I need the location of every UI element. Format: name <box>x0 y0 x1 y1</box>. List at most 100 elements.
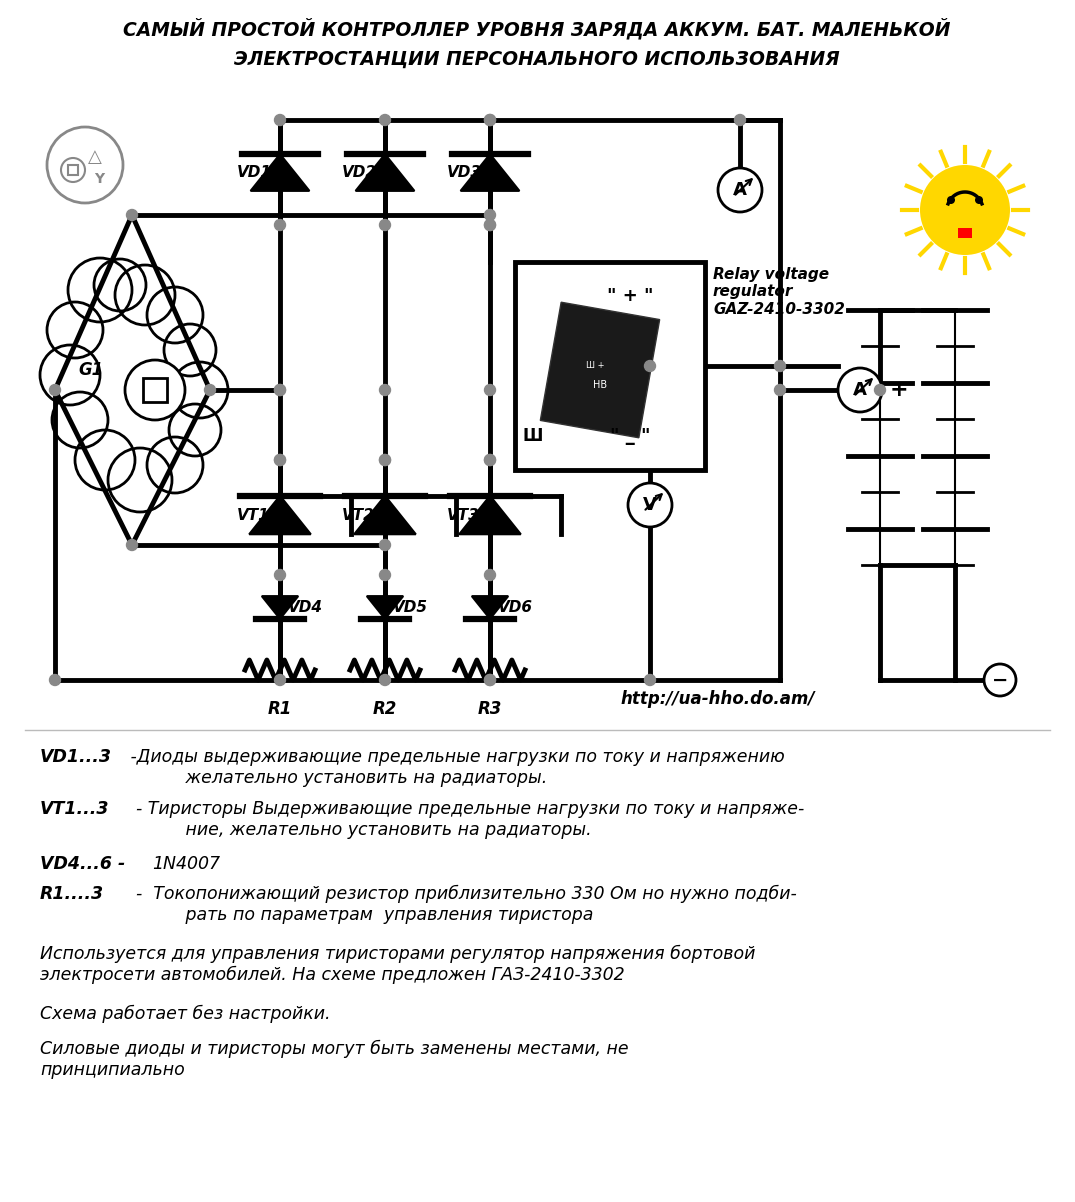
Text: Ш: Ш <box>524 427 543 445</box>
Circle shape <box>379 454 390 465</box>
Circle shape <box>274 454 286 465</box>
Text: Используется для управления тиристорами регулятор напряжения бортовой
электросет: Используется для управления тиристорами … <box>40 945 756 984</box>
Text: VD2: VD2 <box>342 165 377 180</box>
Text: -  Токопонижающий резистор приблизительно 330 Ом но нужно подби-
           рать: - Токопонижающий резистор приблизительно… <box>125 885 797 924</box>
Circle shape <box>379 385 390 395</box>
Circle shape <box>47 302 103 358</box>
Text: VD1: VD1 <box>236 165 272 180</box>
Circle shape <box>274 385 286 395</box>
Text: - Тиристоры Выдерживающие предельные нагрузки по току и напряже-
           ние,: - Тиристоры Выдерживающие предельные наг… <box>125 801 804 839</box>
Circle shape <box>68 258 132 322</box>
Text: VD1...3: VD1...3 <box>40 748 112 766</box>
Text: VT1...3: VT1...3 <box>40 801 110 819</box>
Circle shape <box>774 361 786 371</box>
Circle shape <box>147 287 203 343</box>
Circle shape <box>984 664 1016 696</box>
Circle shape <box>485 454 496 465</box>
Circle shape <box>838 368 881 412</box>
Text: НВ: НВ <box>593 380 607 389</box>
Text: 1N4007: 1N4007 <box>152 855 220 873</box>
Circle shape <box>204 385 215 395</box>
Circle shape <box>874 385 886 395</box>
Text: VD4...6 -: VD4...6 - <box>40 855 131 873</box>
Bar <box>68 165 78 175</box>
Circle shape <box>274 114 286 125</box>
Circle shape <box>172 362 228 418</box>
Circle shape <box>94 258 146 311</box>
Circle shape <box>52 392 108 448</box>
Circle shape <box>274 454 286 465</box>
Circle shape <box>718 168 762 212</box>
Text: Relay voltage
regulator
GAZ-2410-3302: Relay voltage regulator GAZ-2410-3302 <box>713 267 845 317</box>
Circle shape <box>975 196 983 204</box>
Circle shape <box>125 361 185 419</box>
Polygon shape <box>356 154 414 191</box>
Text: VD4: VD4 <box>288 600 322 615</box>
Circle shape <box>734 114 745 125</box>
Circle shape <box>274 385 286 395</box>
Circle shape <box>164 325 216 376</box>
Text: VD6: VD6 <box>498 600 533 615</box>
Circle shape <box>379 220 390 231</box>
Circle shape <box>485 674 496 685</box>
Text: Y: Y <box>94 172 104 186</box>
Text: VT3: VT3 <box>447 507 481 523</box>
Circle shape <box>485 674 496 685</box>
Polygon shape <box>250 154 310 191</box>
Text: Силовые диоды и тиристоры могут быть заменены местами, не
принципиально: Силовые диоды и тиристоры могут быть зам… <box>40 1040 629 1079</box>
Text: A: A <box>854 381 866 399</box>
Circle shape <box>947 196 955 204</box>
Text: R1....3: R1....3 <box>40 885 104 903</box>
Circle shape <box>49 385 60 395</box>
Polygon shape <box>460 154 519 191</box>
Text: A: A <box>733 182 747 200</box>
Circle shape <box>485 209 496 220</box>
Circle shape <box>628 483 672 526</box>
Text: " _ ": " _ " <box>610 427 650 445</box>
Circle shape <box>274 674 286 685</box>
Polygon shape <box>459 495 520 534</box>
Polygon shape <box>262 596 298 619</box>
Polygon shape <box>472 596 508 619</box>
Circle shape <box>485 114 496 125</box>
Circle shape <box>379 454 390 465</box>
Text: VT1: VT1 <box>238 507 270 523</box>
Circle shape <box>485 114 496 125</box>
Text: VD5: VD5 <box>393 600 428 615</box>
Circle shape <box>47 127 123 203</box>
Polygon shape <box>367 596 403 619</box>
Circle shape <box>645 361 656 371</box>
Text: G1: G1 <box>78 361 103 379</box>
Circle shape <box>127 209 138 220</box>
Polygon shape <box>249 495 311 534</box>
Text: Ш +: Ш + <box>586 361 604 369</box>
Circle shape <box>169 404 221 456</box>
Circle shape <box>379 674 390 685</box>
Circle shape <box>920 165 1010 255</box>
Circle shape <box>75 430 135 490</box>
Text: http://ua-hho.do.am/: http://ua-hho.do.am/ <box>620 690 815 708</box>
Circle shape <box>379 114 390 125</box>
Circle shape <box>127 540 138 551</box>
Bar <box>143 377 167 401</box>
Text: R2: R2 <box>373 700 397 718</box>
Text: VD3: VD3 <box>447 165 482 180</box>
Circle shape <box>379 570 390 581</box>
Circle shape <box>485 220 496 231</box>
Bar <box>958 228 972 238</box>
Bar <box>541 302 660 438</box>
Circle shape <box>49 674 60 685</box>
Text: VT2: VT2 <box>342 507 375 523</box>
Circle shape <box>645 674 656 685</box>
Polygon shape <box>354 495 416 534</box>
Circle shape <box>274 220 286 231</box>
Text: ЭЛЕКТРОСТАНЦИИ ПЕРСОНАЛЬНОГО ИСПОЛЬЗОВАНИЯ: ЭЛЕКТРОСТАНЦИИ ПЕРСОНАЛЬНОГО ИСПОЛЬЗОВАН… <box>234 50 840 69</box>
Circle shape <box>774 385 786 395</box>
Circle shape <box>485 385 496 395</box>
Text: Схема работает без настройки.: Схема работает без настройки. <box>40 1005 330 1023</box>
Circle shape <box>485 220 496 231</box>
Text: −: − <box>992 671 1008 690</box>
Text: +: + <box>890 380 908 400</box>
Bar <box>515 262 705 470</box>
Circle shape <box>379 540 390 551</box>
